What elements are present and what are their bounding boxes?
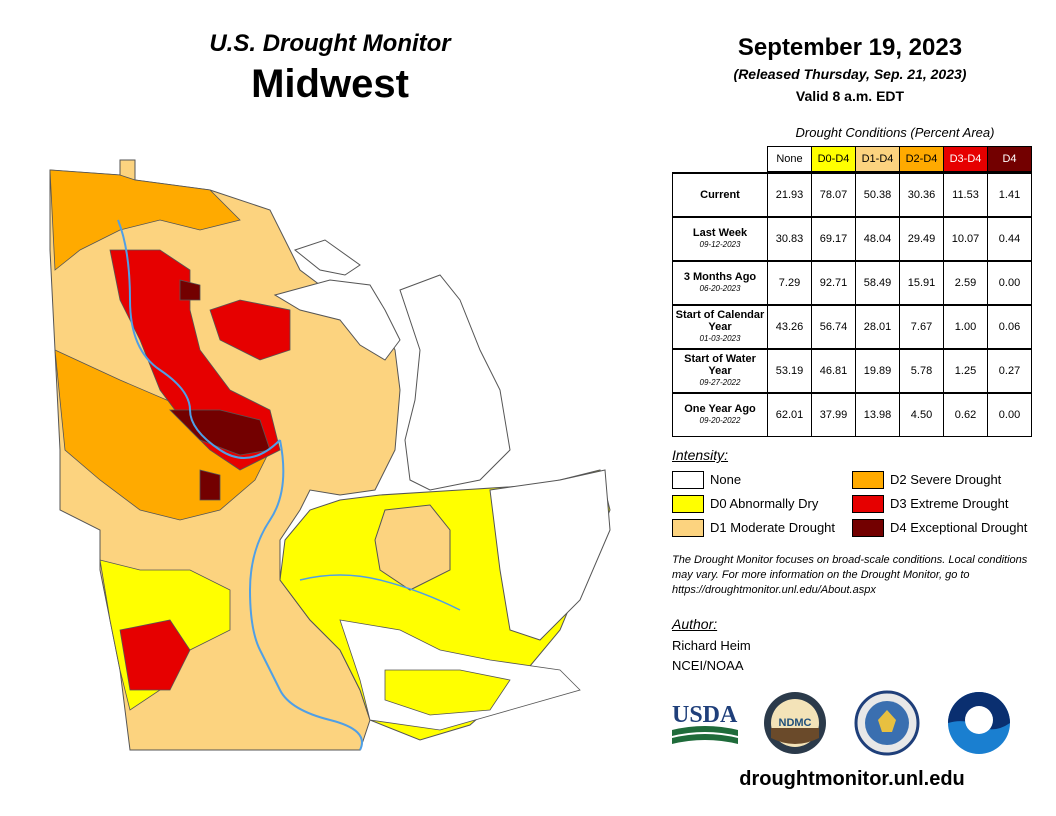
cell: 37.99 (811, 392, 856, 437)
row-date: 06-20-2023 (699, 284, 741, 293)
cell: 46.81 (811, 348, 856, 394)
cell: 56.74 (811, 304, 856, 350)
conditions-header: None D0-D4 D1-D4 D2-D4 D3-D4 D4 (767, 146, 1032, 172)
cell: 50.38 (855, 172, 900, 218)
author-org: NCEI/NOAA (672, 658, 744, 673)
row-label: Start of Calendar Year 01-03-2023 (672, 304, 768, 350)
legend-label: None (710, 472, 742, 487)
col-d4: D4 (987, 146, 1032, 172)
legend-swatch-none (672, 471, 704, 489)
conditions-caption: Drought Conditions (Percent Area) (795, 125, 995, 140)
row-label: 3 Months Ago 06-20-2023 (672, 260, 768, 306)
table-row: 3 Months Ago 06-20-2023 7.29 92.71 58.49 … (672, 260, 1032, 306)
table-row: One Year Ago 09-20-2022 62.01 37.99 13.98… (672, 392, 1032, 437)
cell: 5.78 (899, 348, 944, 394)
row-date: 01-03-2023 (699, 334, 741, 343)
col-none: None (767, 146, 812, 172)
cell: 0.00 (987, 260, 1032, 306)
legend-swatch-d0 (672, 495, 704, 513)
cell: 29.49 (899, 216, 944, 262)
cell: 10.07 (943, 216, 988, 262)
cell: 13.98 (855, 392, 900, 437)
cell: 53.19 (767, 348, 812, 394)
author-name: Richard Heim (672, 638, 751, 653)
row-label: One Year Ago 09-20-2022 (672, 392, 768, 437)
cell: 0.62 (943, 392, 988, 437)
cell: 2.59 (943, 260, 988, 306)
drought-map (49, 159, 611, 751)
region-title: Midwest (251, 62, 409, 106)
cell: 21.93 (767, 172, 812, 218)
table-row: Start of Calendar Year 01-03-2023 43.26 5… (672, 304, 1032, 350)
row-date: 09-12-2023 (699, 240, 741, 249)
author-title: Author: (672, 616, 718, 632)
row-date: 09-27-2022 (699, 378, 741, 387)
cell: 19.89 (855, 348, 900, 394)
map-base (49, 159, 611, 751)
col-d2-d4: D2-D4 (899, 146, 944, 172)
row-label: Current (672, 172, 768, 218)
commerce-seal-icon (854, 690, 920, 756)
ndmc-logo-text: NDMC (779, 717, 812, 729)
cell: 78.07 (811, 172, 856, 218)
col-d0-d4: D0-D4 (811, 146, 856, 172)
release-date: (Released Thursday, Sep. 21, 2023) (733, 66, 967, 82)
ndmc-logo-icon: NDMC (764, 692, 826, 754)
legend-label: D3 Extreme Drought (890, 496, 1009, 511)
cell: 1.00 (943, 304, 988, 350)
cell: 0.00 (987, 392, 1032, 437)
cell: 92.71 (811, 260, 856, 306)
disclaimer-note: The Drought Monitor focuses on broad-sca… (672, 554, 1028, 596)
conditions-table: Current 21.93 78.07 50.38 30.36 11.53 1.… (672, 172, 1032, 437)
legend-title: Intensity: (672, 447, 729, 463)
usda-logo-icon: USDA (672, 702, 738, 744)
valid-time: Valid 8 a.m. EDT (795, 88, 905, 104)
cell: 0.27 (987, 348, 1032, 394)
cell: 7.29 (767, 260, 812, 306)
row-label: Last Week 09-12-2023 (672, 216, 768, 262)
col-d1-d4: D1-D4 (855, 146, 900, 172)
cell: 4.50 (899, 392, 944, 437)
cell: 30.36 (899, 172, 944, 218)
legend-label: D4 Exceptional Drought (890, 520, 1028, 535)
cell: 1.25 (943, 348, 988, 394)
col-d3-d4: D3-D4 (943, 146, 988, 172)
cell: 1.41 (987, 172, 1032, 218)
cell: 15.91 (899, 260, 944, 306)
map-title: U.S. Drought Monitor (209, 30, 451, 57)
row-label: Start of Water Year 09-27-2022 (672, 348, 768, 394)
legend-swatch-d1 (672, 519, 704, 537)
website-url[interactable]: droughtmonitor.unl.edu (739, 768, 965, 790)
cell: 7.67 (899, 304, 944, 350)
noaa-logo-icon (948, 692, 1010, 754)
table-row: Start of Water Year 09-27-2022 53.19 46.8… (672, 348, 1032, 394)
legend-swatch-d3 (852, 495, 884, 513)
legend-swatch-d4 (852, 519, 884, 537)
cell: 0.06 (987, 304, 1032, 350)
cell: 28.01 (855, 304, 900, 350)
table-row: Last Week 09-12-2023 30.83 69.17 48.04 29… (672, 216, 1032, 262)
legend-label: D0 Abnormally Dry (710, 496, 819, 511)
cell: 58.49 (855, 260, 900, 306)
cell: 48.04 (855, 216, 900, 262)
map-date: September 19, 2023 (737, 34, 963, 61)
cell: 0.44 (987, 216, 1032, 262)
cell: 11.53 (943, 172, 988, 218)
usda-logo-text: USDA (672, 702, 738, 728)
cell: 62.01 (767, 392, 812, 437)
legend-label: D2 Severe Drought (890, 472, 1002, 487)
legend-label: D1 Moderate Drought (710, 520, 836, 535)
cell: 43.26 (767, 304, 812, 350)
table-row: Current 21.93 78.07 50.38 30.36 11.53 1.… (672, 172, 1032, 218)
cell: 30.83 (767, 216, 812, 262)
cell: 69.17 (811, 216, 856, 262)
legend-swatch-d2 (852, 471, 884, 489)
row-date: 09-20-2022 (699, 416, 741, 425)
